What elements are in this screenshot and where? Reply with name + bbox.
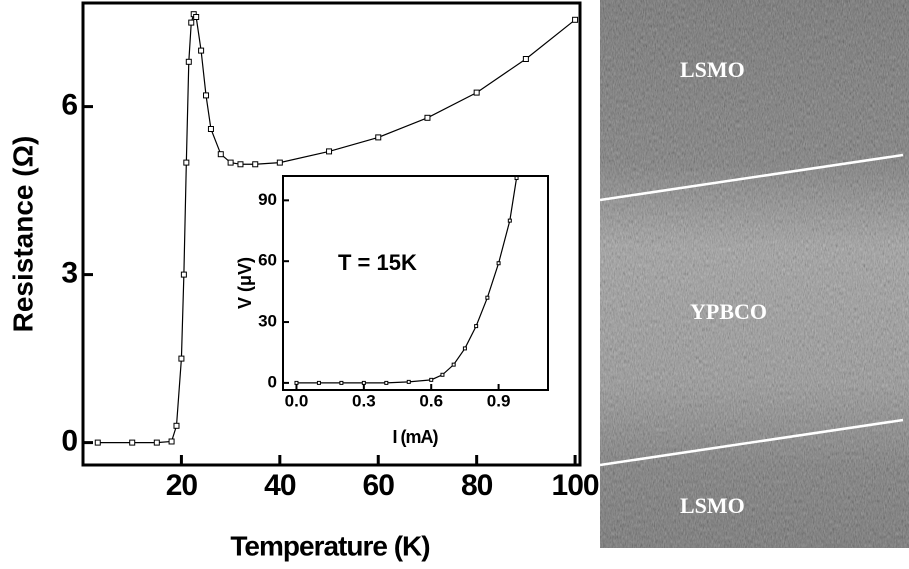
data-point	[207, 126, 214, 132]
plot-frame	[81, 1, 582, 467]
x-axis-label: I (mA)	[393, 427, 439, 447]
data-point	[406, 379, 411, 384]
data-point	[485, 295, 490, 300]
inset-background	[283, 176, 548, 390]
y-tick-label: 0	[268, 372, 277, 391]
data-point	[440, 372, 445, 377]
data-point	[384, 380, 389, 385]
data-point	[252, 161, 259, 168]
x-tick-label: 0.6	[419, 391, 443, 410]
y-axis-label: V (μV)	[235, 257, 255, 309]
layer-label: YPBCO	[690, 299, 767, 324]
y-tick-label: 30	[258, 312, 277, 331]
data-point	[237, 161, 244, 168]
data-point	[217, 151, 224, 158]
y-tick-label: 60	[258, 251, 277, 270]
data-point	[198, 47, 205, 54]
data-point	[294, 380, 299, 385]
data-line	[97, 12, 576, 444]
y-axis-label: Resistance (Ω)	[7, 136, 38, 333]
data-point	[361, 380, 366, 385]
x-tick-label: 100	[552, 469, 599, 502]
y-tick-label: 0	[61, 425, 77, 458]
interface-line	[599, 153, 904, 202]
data-point	[203, 92, 210, 99]
data-point	[572, 16, 579, 23]
layer-label: LSMO	[680, 493, 745, 518]
tem-image: LSMO YPBCO LSMO	[599, 0, 909, 548]
y-tick-label: 3	[61, 257, 77, 290]
data-point	[168, 438, 175, 445]
plot-frame	[282, 175, 549, 391]
data-point	[129, 439, 136, 446]
data-point	[473, 89, 480, 96]
x-axis-label: Temperature (K)	[230, 530, 429, 561]
data-point	[429, 377, 434, 382]
x-tick-label: 20	[166, 469, 198, 502]
data-point	[183, 159, 190, 166]
data-point	[180, 271, 187, 278]
data-point	[424, 114, 431, 121]
data-point	[496, 261, 501, 266]
data-point	[451, 362, 456, 367]
data-point	[316, 380, 321, 385]
data-point	[193, 14, 200, 20]
data-point	[173, 422, 180, 429]
data-point	[188, 19, 195, 26]
data-point	[462, 346, 467, 351]
data-point	[507, 218, 512, 223]
x-tick-label: 0.9	[487, 391, 511, 410]
data-point	[375, 134, 382, 141]
y-tick-label: 6	[61, 89, 77, 122]
x-tick-label: 0.3	[352, 391, 376, 410]
x-tick-label: 0.0	[285, 391, 309, 410]
data-point	[276, 159, 283, 166]
data-point	[178, 355, 185, 362]
layer-label: LSMO	[680, 57, 745, 82]
tem-texture	[600, 0, 909, 548]
data-point	[94, 439, 101, 446]
interface-line	[599, 418, 904, 467]
annotation: T = 15K	[338, 250, 417, 275]
x-tick-label: 40	[264, 469, 296, 502]
data-point	[185, 58, 192, 65]
data-point	[474, 324, 479, 329]
x-tick-label: 60	[363, 469, 395, 502]
data-point	[227, 159, 234, 166]
data-point	[326, 148, 333, 155]
data-point	[153, 439, 160, 446]
x-tick-label: 80	[461, 469, 493, 502]
data-point	[339, 380, 344, 385]
data-point	[522, 56, 529, 62]
y-tick-label: 90	[258, 190, 277, 209]
